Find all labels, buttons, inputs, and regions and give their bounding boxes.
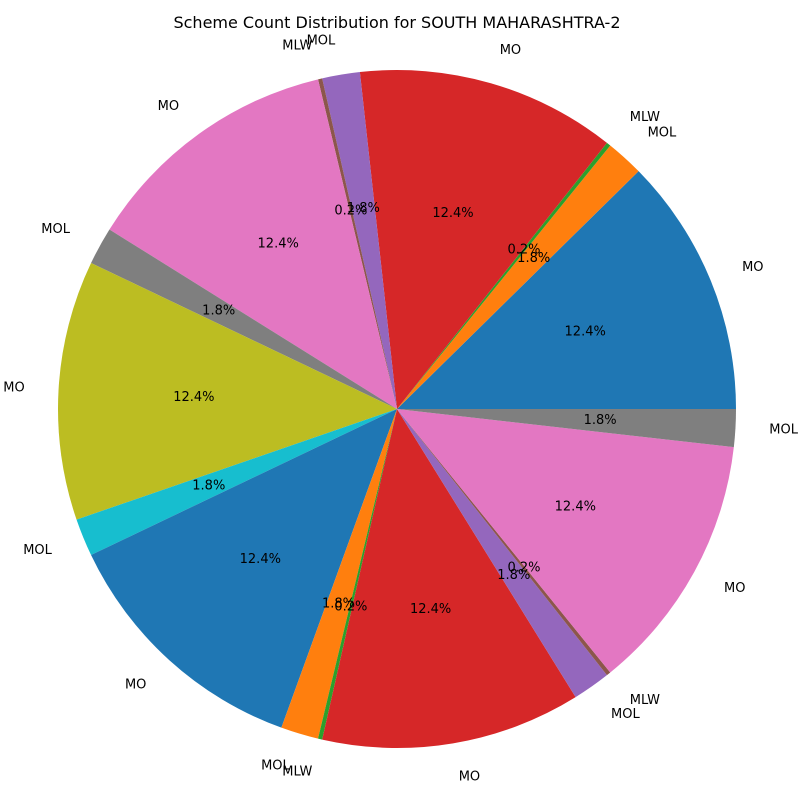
slice-label-8: MO [3,381,24,396]
slice-percent-12: 0.2% [334,600,367,615]
slice-percent-1: 1.8% [517,251,550,266]
pie-slice-17 [397,409,736,448]
pie-slice-9 [76,409,398,555]
slice-percent-14: 1.8% [497,568,530,583]
slice-label-13: MO [459,769,480,784]
pie-slice-0 [397,171,736,409]
pie-slice-7 [91,229,398,409]
slice-percent-6: 12.4% [258,236,299,251]
slice-label-14: MOL [611,707,640,722]
slice-percent-17: 1.8% [584,413,617,428]
pie-slice-16 [397,409,734,673]
chart-title: Scheme Count Distribution for SOUTH MAHA… [173,13,620,32]
slice-label-7: MOL [41,222,70,237]
slice-label-3: MO [500,43,521,58]
slice-percent-13: 12.4% [410,602,451,617]
pie-slice-14 [397,409,607,698]
slice-label-0: MO [742,260,763,275]
slice-label-17: MOL [769,423,798,438]
pie-slice-12 [318,409,397,740]
slice-label-4: MOL [307,34,336,49]
slice-percent-15: 0.2% [507,560,540,575]
pie-slice-2 [397,142,611,409]
slice-label-11: MOL [261,759,290,774]
pie-slice-10 [91,409,398,728]
slice-label-1: MOL [648,125,677,140]
pie-slices [58,70,736,749]
pie-slice-5 [318,78,397,410]
slice-label-10: MO [125,678,146,693]
slice-percent-10: 12.4% [240,552,281,567]
slice-percent-8: 12.4% [173,390,214,405]
slice-label-16: MO [724,581,745,596]
pie-labels: MO 12.4% MOL 1.8% MLW 0.2% MO 12.4% MOL 1.8% MLW 0.… [3,34,799,785]
pie-slice-13 [322,409,576,749]
slice-label-12: MLW [282,765,312,780]
pie-slice-8 [58,263,397,520]
slice-percent-3: 12.4% [432,206,473,221]
slice-percent-11: 1.8% [322,596,355,611]
slice-label-9: MOL [23,543,52,558]
slice-percent-9: 1.8% [192,479,225,494]
slice-label-2: MLW [630,110,660,125]
slice-label-6: MO [158,99,179,114]
slice-percent-16: 12.4% [555,499,596,514]
slice-percent-5: 0.2% [334,203,367,218]
pie-slice-4 [322,72,397,409]
slice-percent-0: 12.4% [565,324,606,339]
slice-label-15: MLW [630,693,660,708]
slice-percent-4: 1.8% [347,201,380,216]
pie-slice-11 [281,409,397,739]
pie-slice-3 [359,70,607,409]
slice-percent-2: 0.2% [507,243,540,258]
pie-slice-1 [397,145,639,410]
slice-percent-7: 1.8% [202,304,235,319]
pie-slice-6 [109,79,397,409]
slice-label-5: MLW [282,38,312,53]
pie-slice-15 [397,409,611,676]
